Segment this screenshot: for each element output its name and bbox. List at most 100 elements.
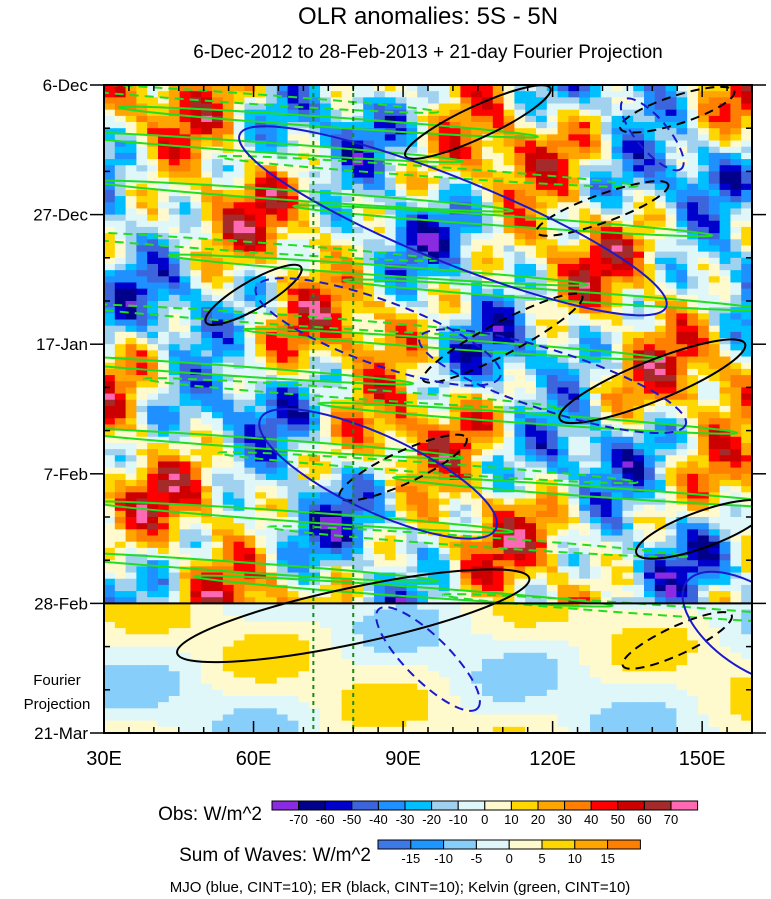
- heatmap-cell: [363, 344, 375, 351]
- heatmap-cell: [741, 338, 752, 345]
- heatmap-cell: [201, 529, 213, 537]
- heatmap-cell: [557, 356, 569, 364]
- heatmap-cell: [136, 128, 148, 135]
- heatmap-cell: [557, 313, 569, 321]
- heatmap-cell: [374, 424, 386, 432]
- heatmap-cell: [341, 387, 353, 395]
- heatmap-cell: [579, 362, 591, 370]
- heatmap-cell: [492, 146, 505, 154]
- heatmap-cell: [536, 344, 548, 351]
- heatmap-cell: [492, 399, 505, 407]
- heatmap-cell: [287, 461, 299, 469]
- heatmap-cell: [600, 473, 613, 481]
- heatmap-cell: [482, 152, 494, 160]
- heatmap-cell: [158, 442, 170, 450]
- heatmap-cell: [352, 572, 364, 580]
- heatmap-cell: [546, 196, 559, 203]
- heatmap-cell: [687, 220, 699, 228]
- heatmap-cell: [460, 263, 472, 271]
- heatmap-cell: [190, 399, 202, 407]
- heatmap-cell: [341, 492, 353, 500]
- heatmap-cell: [147, 455, 159, 463]
- heatmap-cell: [320, 430, 332, 438]
- heatmap-cell: [579, 128, 591, 135]
- heatmap-cell: [741, 171, 752, 179]
- heatmap-cell: [222, 455, 235, 463]
- heatmap-cell: [730, 294, 742, 302]
- heatmap-cell: [136, 276, 148, 284]
- heatmap-cell: [212, 319, 224, 327]
- heatmap-cell: [147, 152, 159, 160]
- heatmap-cell: [633, 319, 645, 327]
- heatmap-cell: [611, 492, 623, 500]
- heatmap-cell: [633, 257, 645, 265]
- heatmap-cell: [600, 263, 613, 271]
- heatmap-cell: [168, 152, 181, 160]
- heatmap-cell: [190, 424, 202, 432]
- heatmap-cell: [708, 461, 721, 469]
- heatmap-cell: [428, 362, 440, 370]
- heatmap-cell: [698, 554, 710, 561]
- heatmap-cell: [600, 467, 613, 475]
- heatmap-cell: [665, 313, 677, 321]
- heatmap-cell: [557, 245, 569, 253]
- heatmap-cell: [244, 405, 256, 413]
- heatmap-cell: [255, 177, 267, 185]
- heatmap-cell: [622, 196, 634, 203]
- heatmap-cell: [492, 517, 505, 524]
- heatmap-cell: [341, 85, 353, 92]
- heatmap-cell: [654, 455, 667, 463]
- heatmap-cell: [460, 196, 472, 203]
- heatmap-cell: [179, 393, 191, 401]
- heatmap-cell: [654, 461, 667, 469]
- heatmap-cell: [525, 115, 537, 123]
- heatmap-cell: [374, 461, 386, 469]
- heatmap-cell: [600, 517, 613, 524]
- heatmap-cell: [449, 226, 461, 234]
- heatmap-cell: [352, 189, 364, 197]
- heatmap-cell: [363, 134, 375, 142]
- heatmap-cell: [201, 560, 213, 567]
- heatmap-cell: [460, 455, 472, 463]
- heatmap-cell: [622, 554, 634, 561]
- heatmap-cell: [503, 233, 515, 240]
- heatmap-cell: [244, 473, 256, 481]
- heatmap-cell: [374, 233, 386, 240]
- heatmap-cell: [212, 263, 224, 271]
- heatmap-cell: [633, 492, 645, 500]
- heatmap-cell: [492, 554, 505, 561]
- heatmap-cell: [158, 301, 170, 308]
- heatmap-cell: [503, 239, 515, 247]
- heatmap-cell: [147, 547, 159, 555]
- heatmap-cell: [644, 591, 656, 598]
- heatmap-cell: [266, 319, 278, 327]
- heatmap-cell: [190, 381, 202, 388]
- heatmap-cell: [514, 430, 526, 438]
- heatmap-cell: [201, 381, 213, 388]
- heatmap-cell: [158, 597, 170, 604]
- heatmap-cell: [719, 368, 731, 376]
- heatmap-cell: [644, 189, 656, 197]
- heatmap-cell: [309, 338, 321, 345]
- heatmap-cell: [384, 473, 397, 481]
- heatmap-cell: [233, 368, 245, 376]
- heatmap-cell: [449, 529, 461, 537]
- heatmap-cell: [676, 146, 688, 154]
- heatmap-cell: [438, 97, 451, 105]
- heatmap-cell: [633, 220, 645, 228]
- heatmap-cell: [676, 257, 688, 265]
- heatmap-cell: [611, 122, 623, 129]
- heatmap-cell: [136, 572, 148, 580]
- heatmap-cell: [687, 128, 699, 135]
- heatmap-cell: [503, 405, 515, 413]
- heatmap-cell: [546, 313, 559, 321]
- heatmap-cell: [708, 375, 721, 382]
- heatmap-cell: [708, 270, 721, 277]
- heatmap-cell: [168, 547, 181, 555]
- heatmap-cell: [330, 498, 343, 506]
- heatmap-cell: [168, 91, 181, 98]
- heatmap-cell: [622, 572, 634, 580]
- heatmap-cell: [514, 362, 526, 370]
- heatmap-cell: [568, 313, 580, 321]
- heatmap-cell: [212, 307, 224, 314]
